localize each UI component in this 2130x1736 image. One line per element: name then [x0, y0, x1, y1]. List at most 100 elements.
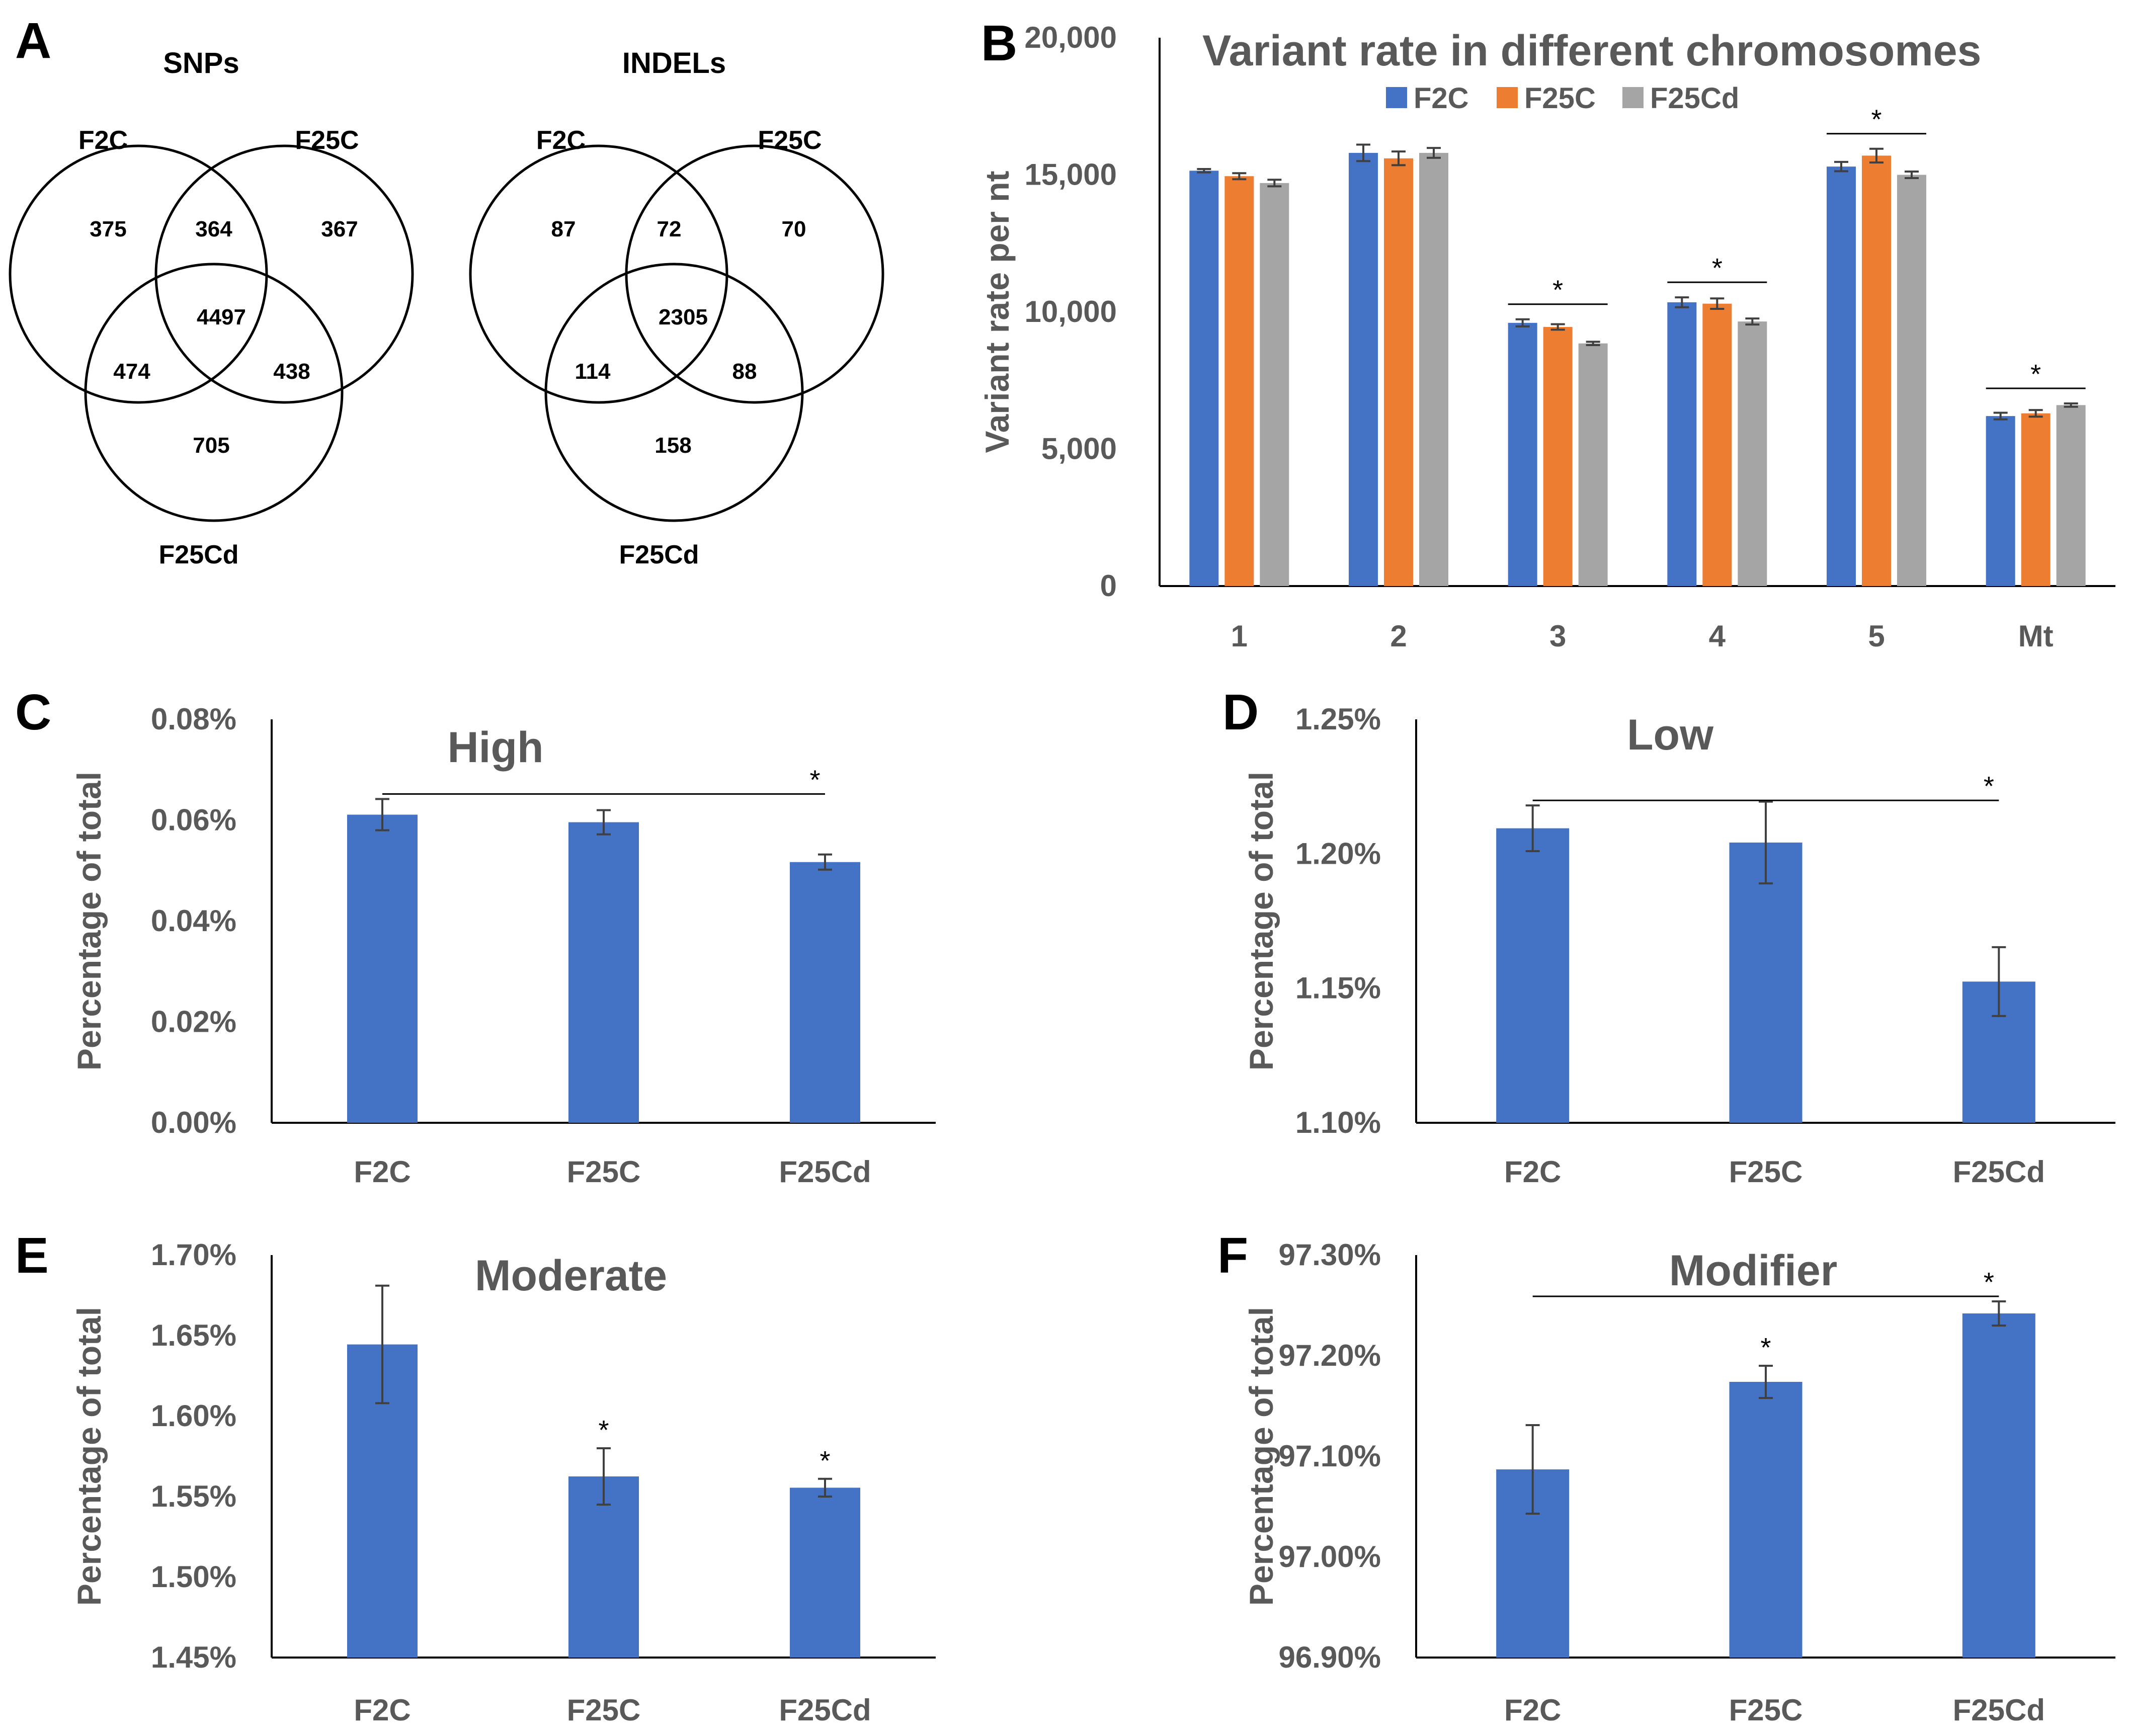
significance-star: * — [1712, 253, 1723, 283]
bar-f25c-1 — [1224, 176, 1254, 587]
venn-count-only-f25cd: 705 — [193, 433, 229, 458]
venn-count-only-f2c: 375 — [90, 217, 126, 241]
y-tick-label: 10,000 — [1024, 295, 1117, 328]
x-tick-label: F2C — [354, 1155, 411, 1189]
bar-f2c-f25cd — [790, 1487, 860, 1658]
x-tick-label: Mt — [2018, 619, 2054, 653]
chart-title: Moderate — [475, 1252, 667, 1300]
legend-swatch-f2c — [1386, 87, 1407, 108]
y-tick-label: 1.10% — [1295, 1106, 1381, 1139]
bar-f2c-2 — [1349, 152, 1378, 586]
x-tick-label: F25C — [1729, 1693, 1803, 1727]
significance-star: * — [1552, 275, 1563, 305]
venn-diagram-snps: A SNPs F2C F25C F25Cd 375 364 367 4497 474 438 705 — [9, 13, 414, 569]
bar-f2c-f25c — [568, 1476, 639, 1658]
y-tick-label: 0.06% — [151, 803, 236, 837]
significance-star: * — [809, 765, 820, 795]
bar-f25cd-4 — [1738, 321, 1767, 586]
bar-f2c-f2c — [347, 814, 418, 1123]
bar-f2c-f25cd — [1962, 1313, 2035, 1658]
venn-count-f2c-f25c: 72 — [657, 217, 682, 241]
bar-f25c-5 — [1862, 155, 1891, 587]
venn-count-only-f25cd: 158 — [654, 433, 691, 458]
y-tick-label: 1.20% — [1295, 837, 1381, 870]
chart-title: Variant rate in different chromosomes — [1202, 27, 1981, 75]
venn-count-f2c-f25cd: 474 — [113, 359, 150, 384]
significance-star: * — [2030, 359, 2041, 389]
y-tick-label: 15,000 — [1024, 158, 1117, 192]
y-tick-label: 5,000 — [1041, 432, 1117, 466]
x-tick-label: F25Cd — [1953, 1155, 2045, 1189]
y-tick-label: 97.20% — [1279, 1339, 1381, 1372]
chart-title: Low — [1627, 711, 1714, 759]
bar-f2c-4 — [1667, 302, 1697, 586]
bar-f25c-mt — [2021, 413, 2051, 586]
venn-diagram-indels: INDELs F2C F25C F25Cd 87 72 70 2305 114 88 158 — [469, 47, 884, 569]
y-tick-label: 0.04% — [151, 904, 236, 938]
significance-star: * — [1984, 771, 1994, 801]
significance-star: * — [820, 1446, 830, 1476]
venn-set-label: F25C — [758, 126, 822, 155]
venn-count-f25c-f25cd: 438 — [273, 359, 310, 384]
panel-letter-c: C — [15, 684, 51, 740]
venn-title: SNPs — [163, 47, 239, 79]
x-tick-label: F2C — [1504, 1693, 1561, 1727]
y-tick-label: 1.15% — [1295, 971, 1381, 1005]
bar-f2c-1 — [1189, 171, 1219, 586]
venn-set-label: F25Cd — [619, 540, 699, 569]
x-tick-label: F25C — [567, 1693, 641, 1727]
bar-f25c-2 — [1384, 158, 1413, 586]
panel-letter-b: B — [981, 15, 1017, 71]
bar-f2c-f25cd — [790, 862, 860, 1123]
y-axis-title: Percentage of total — [70, 1307, 108, 1606]
venn-count-f2c-f25cd: 114 — [575, 359, 611, 384]
venn-circle-f25c — [154, 144, 414, 404]
panel-letter-a: A — [15, 13, 51, 69]
venn-count-only-f2c: 87 — [551, 217, 576, 241]
venn-set-label: F2C — [78, 126, 128, 155]
chart-title: Modifier — [1669, 1247, 1837, 1295]
y-tick-label: 97.10% — [1279, 1439, 1381, 1473]
y-axis-title: Percentage of total — [70, 772, 108, 1070]
y-tick-label: 1.60% — [151, 1399, 236, 1433]
venn-count-only-f25c: 70 — [782, 217, 806, 241]
y-tick-label: 0.02% — [151, 1005, 236, 1039]
y-tick-label: 1.55% — [151, 1479, 236, 1513]
significance-star: * — [1760, 1333, 1771, 1363]
significance-star: * — [1871, 105, 1881, 135]
bar-f2c-mt — [1986, 416, 2015, 586]
y-tick-label: 0.00% — [151, 1106, 236, 1139]
venn-set-label: F2C — [536, 126, 586, 155]
venn-title: INDELs — [622, 47, 726, 79]
y-tick-label: 20,000 — [1024, 21, 1117, 54]
venn-count-all-three: 2305 — [659, 305, 708, 329]
y-tick-label: 1.50% — [151, 1560, 236, 1594]
y-tick-label: 1.25% — [1295, 702, 1381, 736]
bar-f25cd-1 — [1260, 183, 1289, 587]
legend-swatch-f25c — [1497, 87, 1518, 108]
y-tick-label: 0 — [1100, 569, 1117, 603]
venn-set-label: F25C — [295, 126, 359, 155]
y-tick-label: 1.70% — [151, 1238, 236, 1272]
chart-variant-rate-in-different-chromosomes: B Variant rate in different chromosomes Va… — [978, 15, 2115, 653]
venn-count-f2c-f25c: 364 — [195, 217, 232, 241]
bar-f2c-f2c — [1496, 828, 1570, 1123]
x-tick-label: 3 — [1549, 619, 1566, 653]
venn-count-all-three: 4497 — [197, 305, 246, 329]
bar-f2c-3 — [1508, 322, 1537, 586]
x-tick-label: F2C — [354, 1693, 411, 1727]
x-tick-label: F2C — [1504, 1155, 1561, 1189]
venn-circle-f25cd — [84, 263, 344, 522]
bar-f2c-f25c — [1729, 842, 1803, 1123]
bar-f25c-3 — [1543, 326, 1573, 586]
x-tick-label: F25Cd — [779, 1155, 871, 1189]
chart-low: D Low Percentage of total 1.10% 1.15% 1.20% 1.… — [1222, 684, 2115, 1189]
x-tick-label: F25C — [567, 1155, 641, 1189]
y-axis-title: Percentage of total — [1243, 1307, 1280, 1606]
y-tick-label: 0.08% — [151, 702, 236, 736]
bar-f2c-f25c — [568, 822, 639, 1123]
venn-count-f25c-f25cd: 88 — [732, 359, 757, 384]
bar-f25c-4 — [1702, 303, 1732, 586]
